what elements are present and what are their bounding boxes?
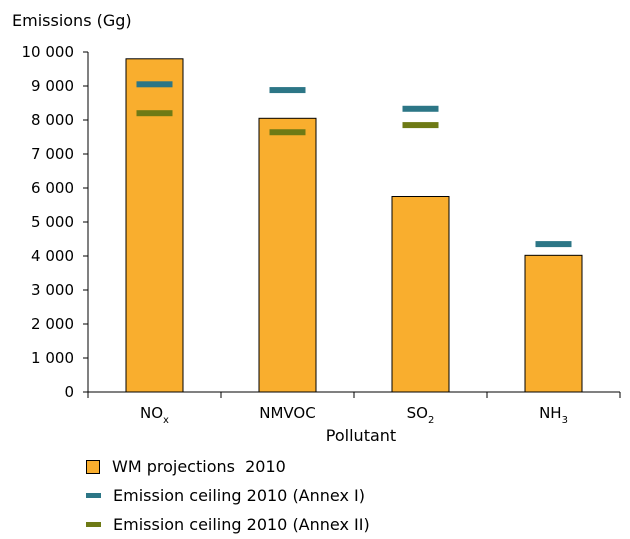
chart: Emissions (Gg) 0 1 000 2 000 3 000 4 000 5 00… — [12, 11, 621, 445]
bars — [125, 58, 583, 393]
y-tick-label: 9 000 — [31, 77, 74, 95]
legend-swatch-annex-1 — [86, 493, 101, 498]
y-axis-label: Emissions (Gg) — [12, 11, 132, 30]
ceiling-marker-annex-2 — [136, 110, 173, 117]
x-axis-label: Pollutant — [326, 426, 396, 445]
y-tick-label: 6 000 — [31, 179, 74, 197]
y-axis-ticks: 0 1 000 2 000 3 000 4 000 5 000 6 000 7 000 8 00… — [22, 43, 88, 401]
legend-swatch-bar — [86, 459, 100, 474]
legend-item-annex-1: Emission ceiling 2010 (Annex I) — [86, 481, 370, 510]
y-tick-label: 2 000 — [31, 315, 74, 333]
legend-swatch-annex-2 — [86, 522, 101, 527]
legend-label: WM projections 2010 — [112, 457, 286, 476]
x-tick-label: NH3 — [539, 404, 568, 426]
y-tick-label: 10 000 — [22, 43, 75, 61]
y-tick-label: 3 000 — [31, 281, 74, 299]
legend-label: Emission ceiling 2010 (Annex II) — [113, 515, 370, 534]
bar-nh3 — [524, 254, 583, 393]
ceiling-marker-annex-2 — [269, 129, 306, 136]
ceiling-marker-annex-1 — [535, 241, 572, 248]
ceiling-marker-annex-1 — [136, 81, 173, 88]
y-tick-label: 5 000 — [31, 213, 74, 231]
ceiling-markers — [136, 81, 572, 248]
ceiling-marker-annex-1 — [269, 87, 306, 94]
bar-nox — [125, 58, 184, 393]
legend-label: Emission ceiling 2010 (Annex I) — [113, 486, 365, 505]
y-tick-label: 0 — [64, 383, 74, 401]
legend: WM projections 2010 Emission ceiling 201… — [86, 452, 370, 539]
x-axis-ticks: NOx NMVOC SO2 NH3 — [87, 392, 621, 426]
x-tick-label: SO2 — [407, 404, 435, 426]
x-tick-label: NMVOC — [259, 404, 315, 422]
x-tick-label: NOx — [140, 404, 169, 426]
y-tick-label: 7 000 — [31, 145, 74, 163]
bar-so2 — [391, 196, 450, 393]
ceiling-marker-annex-2 — [402, 122, 439, 129]
y-tick-label: 4 000 — [31, 247, 74, 265]
ceiling-marker-annex-1 — [402, 105, 439, 112]
y-tick-label: 1 000 — [31, 349, 74, 367]
legend-item-wm-projections: WM projections 2010 — [86, 452, 370, 481]
y-tick-label: 8 000 — [31, 111, 74, 129]
bar-nmvoc — [258, 117, 317, 393]
legend-item-annex-2: Emission ceiling 2010 (Annex II) — [86, 510, 370, 539]
